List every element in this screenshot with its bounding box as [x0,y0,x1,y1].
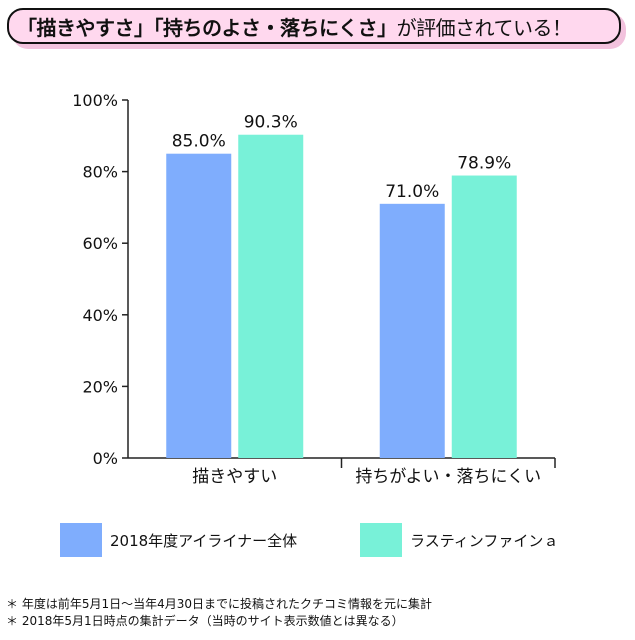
bar [451,175,517,458]
x-category-label: 持ちがよい・落ちにくい [355,467,541,487]
footnotes: ＊ 年度は前年5月1日〜当年4月30日までに投稿されたクチコミ情報を元に集計 ＊… [6,596,631,630]
bar-chart: 0% 20% 40% 60% 80% 100% 85.0% 90.3% 描きやすい 71.0% 78… [72,91,556,487]
bar [238,134,304,458]
y-tick-label: 20% [82,377,118,396]
footnote-date: ＊ 2018年5月1日時点の集計データ（当時のサイト表示数値とは異なる） [6,614,404,628]
legend-item-product: ラスティンファインａ [360,522,558,558]
data-label: 78.9% [457,154,511,174]
y-tick-label: 0% [93,449,118,468]
legend-swatch-product [360,523,402,557]
legend-swatch-overall [60,523,102,557]
y-tick-label: 80% [82,163,118,182]
chart-legend: 2018年度アイライナー全体 ラスティンファインａ [0,522,635,558]
y-tick-label: 60% [82,234,118,253]
title-emphasis: 「描きやすさ」「持ちのよさ・落ちにくさ」 [17,15,397,40]
data-label: 85.0% [172,132,226,152]
bar [166,153,232,458]
legend-label-overall: 2018年度アイライナー全体 [110,531,298,550]
title-rest: が評価されている！ [396,15,572,40]
data-label: 71.0% [385,182,439,202]
data-label: 90.3% [244,113,298,133]
y-tick-label: 40% [82,306,118,325]
title-banner: 「描きやすさ」「持ちのよさ・落ちにくさ」 が評価されている！ [7,8,621,44]
bar [379,203,445,458]
legend-label-product: ラスティンファインａ [410,531,559,550]
legend-item-overall: 2018年度アイライナー全体 [60,522,297,558]
x-category-label: 描きやすい [192,467,277,487]
y-tick-label: 100% [72,91,118,110]
footnote-period: ＊ 年度は前年5月1日〜当年4月30日までに投稿されたクチコミ情報を元に集計 [6,597,432,611]
